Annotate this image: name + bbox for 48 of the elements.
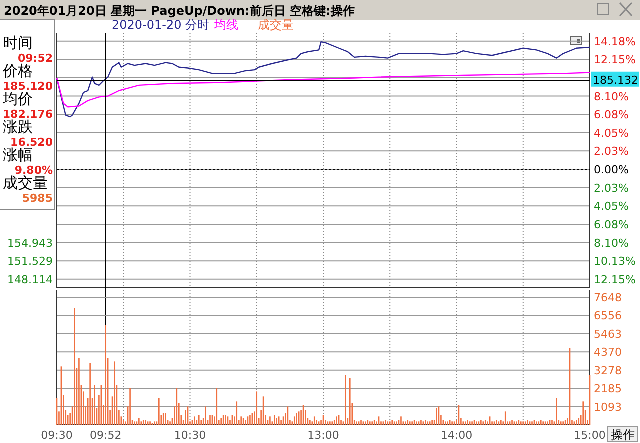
y2-tick-label: 151.529 xyxy=(8,255,53,268)
y-tick-label: 8.10% xyxy=(594,236,629,250)
text: 涨跌 xyxy=(3,118,33,136)
x-tick-label: 14:00 xyxy=(440,429,473,442)
text: 涨幅 xyxy=(3,146,33,164)
y2-tick-label: 148.114 xyxy=(8,273,53,286)
text: 5985 xyxy=(22,192,53,205)
y-tick-label: 4370 xyxy=(594,346,622,360)
chart-title: 2020年01月20日 星期一 PageUp/Down:前后日 空格键:操作 xyxy=(4,4,355,18)
text: 均价 xyxy=(2,90,33,108)
y-tick-label: 12.15% xyxy=(594,54,636,67)
text: 185.120 xyxy=(2,80,54,93)
y-tick-label: 2185 xyxy=(594,382,622,396)
y-tick-label: 3278 xyxy=(594,364,622,378)
y-tick-label: 8.10% xyxy=(594,90,629,104)
line-series xyxy=(56,41,591,118)
y-tick-label: 7648 xyxy=(594,292,622,305)
y-tick-label: 0.00% xyxy=(594,164,629,177)
y-tick-label: 6.08% xyxy=(594,108,629,122)
x-tick-label: 09:52 xyxy=(90,429,122,442)
y-tick-label: 2.03% xyxy=(594,182,629,195)
x-tick-label: 13:00 xyxy=(308,429,340,442)
y-tick-label: 6.08% xyxy=(594,218,629,232)
ref-line-label: 185.132 xyxy=(593,74,638,87)
x-tick-label: 10:30 xyxy=(174,429,206,442)
y-tick-label: 4.05% xyxy=(594,126,629,140)
text: 均线 xyxy=(214,18,239,32)
text: 时间 xyxy=(3,34,33,52)
text: 操作 xyxy=(611,428,635,442)
line-series xyxy=(56,72,591,108)
text: 成交量 xyxy=(3,174,48,192)
text: 2020-01-20 分时 xyxy=(112,18,210,32)
y-tick-label: 14.18% xyxy=(594,35,636,48)
text: 16.520 xyxy=(10,136,54,149)
y-tick-label: 1093 xyxy=(594,400,622,414)
y-tick-label: 12.15% xyxy=(594,273,636,286)
text: 成交量 xyxy=(258,18,294,32)
text: 价格 xyxy=(2,62,33,80)
y-tick-label: 5463 xyxy=(594,328,622,341)
y2-tick-label: 154.943 xyxy=(8,236,53,250)
text: 182.176 xyxy=(2,108,54,121)
y-tick-label: 6556 xyxy=(594,310,622,323)
y-tick-label: 2.03% xyxy=(594,145,629,158)
x-tick-label: 15:00 xyxy=(574,429,606,442)
x-tick-label: 09:30 xyxy=(41,429,73,442)
y-tick-label: 10.13% xyxy=(594,255,636,268)
text: 09:52 xyxy=(18,52,53,65)
y-tick-label: 4.05% xyxy=(594,200,629,214)
